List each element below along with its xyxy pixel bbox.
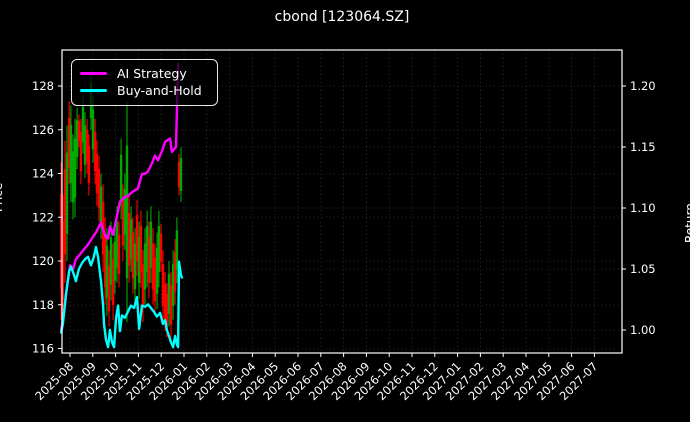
candlestick-series bbox=[59, 70, 183, 338]
axis-ticks bbox=[58, 85, 626, 357]
left-axis-title: Price bbox=[0, 182, 5, 212]
chart-title: cbond [123064.SZ] bbox=[274, 9, 410, 25]
line-buy-and-hold bbox=[59, 245, 184, 349]
left-tick-label: 124 bbox=[32, 167, 54, 181]
legend: AI Strategy Buy-and-Hold bbox=[71, 59, 218, 106]
left-tick-label: 120 bbox=[32, 254, 54, 268]
left-tick-label: 128 bbox=[32, 79, 54, 93]
legend-label: Buy-and-Hold bbox=[117, 83, 202, 98]
legend-item-buy-and-hold: Buy-and-Hold bbox=[80, 82, 209, 99]
right-axis-title: Return bbox=[683, 203, 690, 243]
gridlines bbox=[62, 50, 622, 353]
plot-border bbox=[61, 49, 623, 354]
ai-strategy-line-swatch bbox=[80, 72, 107, 75]
right-tick-label: 1.05 bbox=[630, 262, 656, 276]
left-tick-label: 122 bbox=[32, 210, 54, 224]
legend-item-ai-strategy: AI Strategy bbox=[80, 65, 209, 82]
buy-and-hold-line-swatch bbox=[80, 89, 107, 92]
right-tick-label: 1.20 bbox=[630, 79, 656, 93]
left-tick-label: 118 bbox=[32, 298, 54, 312]
right-tick-label: 1.10 bbox=[630, 201, 656, 215]
right-tick-label: 1.15 bbox=[630, 140, 656, 154]
line-ai-strategy bbox=[59, 62, 180, 332]
left-tick-label: 126 bbox=[32, 123, 54, 137]
left-tick-label: 116 bbox=[32, 342, 54, 356]
right-tick-label: 1.00 bbox=[630, 323, 656, 337]
legend-label: AI Strategy bbox=[117, 66, 187, 81]
